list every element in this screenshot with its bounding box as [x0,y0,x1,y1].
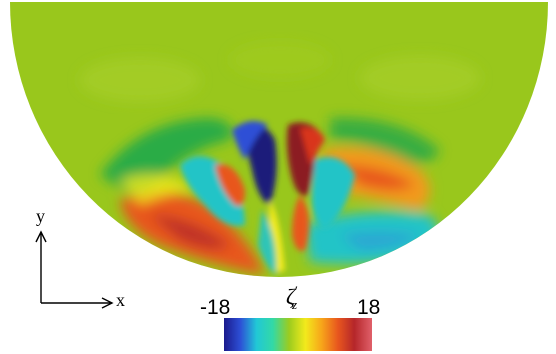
colorbar-max-label: 18 [357,296,381,319]
y-axis-label: y [36,206,45,226]
x-axis-label: x [116,290,125,310]
colorbar-min-label: -18 [200,296,231,319]
faint-patches [80,42,480,102]
coordinate-axes [35,230,114,309]
colorbar [224,318,372,351]
colorbar-subscript: z [291,297,298,313]
colorbar-symbol: ζ [286,284,295,309]
x-arrowhead [101,297,114,309]
colorbar-superscript: ′ [294,284,298,300]
inner-lobes [180,121,355,275]
colorbar-title: ζ′z [286,284,298,313]
y-arrowhead [35,230,47,243]
